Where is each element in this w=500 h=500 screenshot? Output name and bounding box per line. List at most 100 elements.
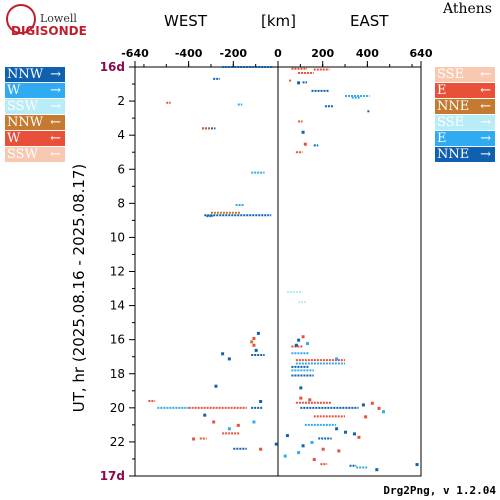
- legend-left-item: W ←: [5, 131, 65, 146]
- drift-point: [303, 142, 307, 146]
- drift-point: [337, 449, 341, 453]
- drift-point: [352, 432, 356, 436]
- drift-point: [227, 357, 231, 361]
- arrow-icon: ←: [480, 83, 491, 98]
- logo-digisonde-text: DIGISONDE: [11, 24, 87, 38]
- y-tick-label: 16d: [100, 60, 125, 74]
- drift-point: [254, 348, 258, 352]
- drift-point: [236, 423, 240, 427]
- arrow-icon: ←: [50, 115, 61, 130]
- east-heading: EAST: [350, 12, 389, 30]
- legend-left-item: SSW ←: [5, 147, 65, 162]
- drift-point: [252, 343, 256, 347]
- version-footer: Drg2Png, v 1.2.04: [383, 484, 496, 497]
- legend-left-label: SSW: [7, 147, 38, 162]
- arrow-icon: ←: [50, 131, 61, 146]
- drift-point: [306, 342, 310, 346]
- legend-right-label: E: [437, 83, 447, 98]
- drift-point: [203, 413, 207, 417]
- y-tick-label: 18: [110, 367, 125, 381]
- drift-point: [221, 352, 225, 356]
- drift-point: [344, 430, 348, 434]
- arrow-icon: →: [480, 147, 491, 162]
- drift-point: [297, 338, 301, 342]
- drift-point: [283, 454, 287, 458]
- y-tick-label: 2: [117, 94, 125, 108]
- drift-point: [212, 420, 216, 424]
- legend-right-label: NNE: [437, 147, 470, 162]
- drift-point: [321, 447, 325, 451]
- drift-point: [308, 398, 312, 402]
- drift-point: [357, 435, 361, 439]
- drift-point: [370, 401, 374, 405]
- arrow-icon: →: [480, 115, 491, 130]
- drift-point: [252, 420, 256, 424]
- legend-right-item: E →: [435, 131, 495, 146]
- y-tick-label: 16: [110, 333, 125, 347]
- drift-point: [252, 336, 256, 340]
- x-tick-label: 400: [356, 47, 379, 60]
- drift-point: [294, 343, 298, 347]
- drift-point: [285, 434, 289, 438]
- drift-point: [301, 444, 305, 448]
- arrow-icon: ←: [480, 99, 491, 114]
- drift-point: [259, 447, 263, 451]
- drift-point: [299, 396, 303, 400]
- legend-left-item: W →: [5, 83, 65, 98]
- arrow-icon: →: [480, 131, 491, 146]
- drift-point: [250, 340, 254, 344]
- y-tick-label: 12: [110, 265, 125, 279]
- arrow-icon: →: [50, 99, 61, 114]
- drift-point: [192, 437, 196, 441]
- drift-point: [375, 468, 379, 472]
- drift-point: [274, 442, 278, 446]
- drift-point: [335, 357, 339, 361]
- x-tick-label: 640: [410, 47, 433, 60]
- arrow-icon: ←: [480, 67, 491, 82]
- unit-heading: [km]: [261, 12, 297, 30]
- y-tick-label: 17d: [100, 469, 125, 483]
- x-tick-label: -400: [175, 47, 203, 60]
- drift-marks: [148, 66, 419, 472]
- x-tick-label: 200: [311, 47, 334, 60]
- legend-right-item: E ←: [435, 83, 495, 98]
- plot-frame: [134, 66, 422, 477]
- drift-point: [299, 386, 303, 390]
- drift-point: [364, 415, 368, 419]
- arrow-icon: →: [50, 67, 61, 82]
- drift-point: [256, 331, 260, 335]
- drift-point: [301, 130, 305, 134]
- drift-point: [335, 427, 339, 431]
- drift-point: [259, 400, 263, 404]
- y-tick-label: 14: [110, 299, 125, 313]
- y-axis-label: UT, hr (2025.08.16 - 2025.08.17): [70, 164, 88, 413]
- drift-point: [297, 81, 301, 85]
- station-name: Athens: [443, 1, 492, 17]
- drift-point: [415, 463, 419, 467]
- drift-point: [382, 410, 386, 414]
- legend-left-label: SSW: [7, 99, 38, 114]
- y-tick-label: 10: [110, 230, 125, 244]
- legend-right-item: NNE →: [435, 147, 495, 162]
- arrow-icon: ←: [50, 147, 61, 162]
- drift-point: [227, 427, 231, 431]
- drift-point: [214, 384, 218, 388]
- digisonde-logo-icon: [6, 4, 36, 34]
- drift-point: [377, 406, 381, 410]
- y-tick-label: 22: [110, 435, 125, 449]
- legend-right-label: NNE: [437, 99, 470, 114]
- legend-right-item: SSE →: [435, 115, 495, 130]
- legend-right-label: SSE: [437, 115, 465, 130]
- y-tick-label: 20: [110, 401, 125, 415]
- arrow-icon: →: [50, 83, 61, 98]
- legend-right-label: E: [437, 131, 447, 146]
- x-tick-label: 0: [274, 47, 282, 60]
- x-tick-label: -200: [220, 47, 248, 60]
- legend-left-item: SSW →: [5, 99, 65, 114]
- y-tick-label: 4: [117, 128, 125, 142]
- x-axis-ticks: -640 -400 -200 0 200 400 640: [121, 47, 433, 67]
- legend-left-label: NNW: [7, 67, 44, 82]
- x-tick-label: -640: [121, 47, 149, 60]
- legend-right-item: NNE ←: [435, 99, 495, 114]
